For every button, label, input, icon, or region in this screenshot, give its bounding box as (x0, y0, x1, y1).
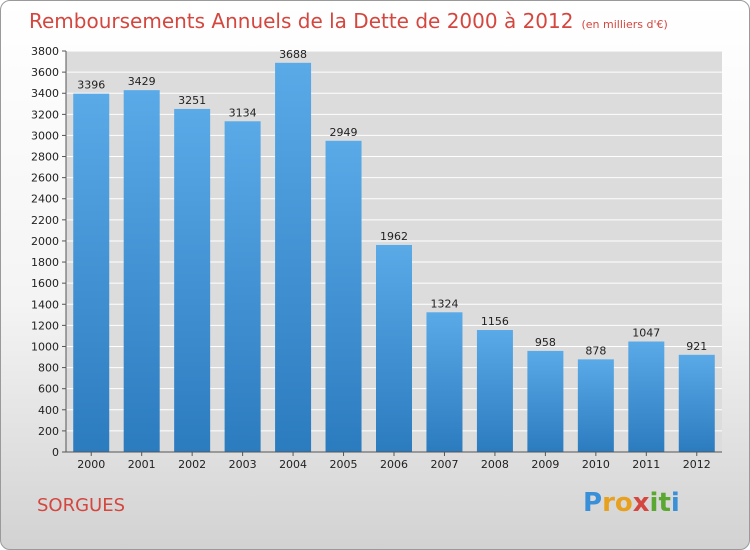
x-tick-label: 2010 (582, 458, 610, 471)
x-tick-label: 2006 (380, 458, 408, 471)
unit-note: (en milliers d'€) (581, 18, 668, 31)
x-tick-label: 2001 (128, 458, 156, 471)
data-label: 3396 (77, 79, 105, 92)
logo-letter: i (670, 488, 680, 518)
logo-letter: t (658, 488, 671, 518)
x-tick-label: 2003 (229, 458, 257, 471)
proxiti-logo: Proxiti (583, 488, 680, 518)
x-tick-label: 2008 (481, 458, 509, 471)
logo-letter: x (632, 488, 650, 518)
y-tick-label: 2600 (31, 172, 59, 185)
x-tick-label: 2007 (430, 458, 458, 471)
data-label: 2949 (330, 126, 358, 139)
city-name: SORGUES (37, 495, 126, 516)
x-tick-label: 2009 (531, 458, 559, 471)
data-label: 1047 (632, 327, 660, 340)
x-tick-label: 2011 (632, 458, 660, 471)
y-tick-label: 3600 (31, 66, 59, 79)
data-label: 1962 (380, 230, 408, 243)
bars: 3396 3429 3251 3134 3688 2949 1962 1324 1156 958 8… (73, 48, 715, 453)
y-tick-label: 3000 (31, 129, 59, 142)
y-tick-label: 800 (38, 362, 59, 375)
x-tick-label: 2000 (77, 458, 105, 471)
title-text: Remboursements Annuels de la Dette de 20… (29, 9, 574, 33)
logo-letter: P (583, 488, 603, 518)
bar (376, 244, 412, 452)
x-axis: 2000 2001 2002 2003 2004 2005 2006 2007 2008 2009… (66, 451, 722, 471)
y-tick-label: 3400 (31, 87, 59, 100)
y-tick-label: 1600 (31, 277, 59, 290)
y-tick-label: 3200 (31, 108, 59, 121)
bar (174, 108, 211, 452)
y-tick-label: 400 (38, 404, 59, 417)
data-label: 921 (686, 340, 707, 353)
bar (426, 312, 463, 452)
data-label: 3251 (178, 94, 206, 107)
y-tick-label: 2200 (31, 214, 59, 227)
x-tick-label: 2002 (178, 458, 206, 471)
data-label: 3429 (128, 75, 156, 88)
y-tick-label: 2000 (31, 235, 59, 248)
y-tick-label: 2800 (31, 151, 59, 164)
y-tick-label: 1800 (31, 256, 59, 269)
data-label: 878 (585, 344, 606, 357)
bar (678, 354, 715, 452)
data-label: 3134 (229, 106, 257, 119)
data-label: 1156 (481, 315, 509, 328)
bar (325, 140, 362, 452)
y-tick-label: 600 (38, 383, 59, 396)
x-tick-label: 2012 (683, 458, 711, 471)
bar (476, 330, 513, 452)
y-tick-label: 0 (52, 446, 59, 459)
bar (224, 121, 261, 453)
y-tick-label: 2400 (31, 193, 59, 206)
bar (527, 350, 564, 452)
bar (73, 93, 110, 452)
data-label: 1324 (430, 297, 458, 310)
bar (123, 90, 160, 452)
chart-title: Remboursements Annuels de la Dette de 20… (29, 9, 668, 33)
y-tick-label: 1000 (31, 340, 59, 353)
bar (628, 341, 665, 452)
data-label: 958 (535, 336, 556, 349)
data-label: 3688 (279, 48, 307, 61)
y-axis: 0 200 400 600 800 1000 1200 1400 1600 1800 2000 220… (31, 45, 67, 459)
logo-letter: o (614, 488, 633, 518)
x-tick-label: 2004 (279, 458, 307, 471)
y-tick-label: 1400 (31, 298, 59, 311)
logo-letter: i (649, 488, 659, 518)
y-tick-label: 200 (38, 425, 59, 438)
y-tick-label: 1200 (31, 319, 59, 332)
x-tick-label: 2005 (330, 458, 358, 471)
logo-letter: r (602, 488, 615, 518)
bar (275, 62, 312, 453)
y-tick-label: 3800 (31, 45, 59, 58)
bar (577, 359, 614, 452)
